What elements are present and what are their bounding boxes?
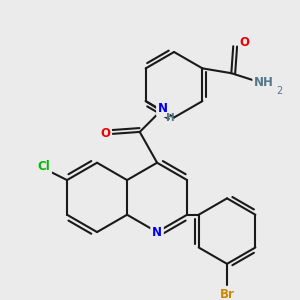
Text: Br: Br — [220, 288, 235, 300]
Text: Cl: Cl — [38, 160, 50, 173]
Text: N: N — [152, 226, 162, 238]
Text: O: O — [100, 127, 110, 140]
Text: 2: 2 — [276, 85, 283, 95]
Text: N: N — [158, 102, 168, 115]
Text: O: O — [240, 36, 250, 49]
Text: NH: NH — [254, 76, 274, 89]
Text: H: H — [166, 113, 175, 123]
